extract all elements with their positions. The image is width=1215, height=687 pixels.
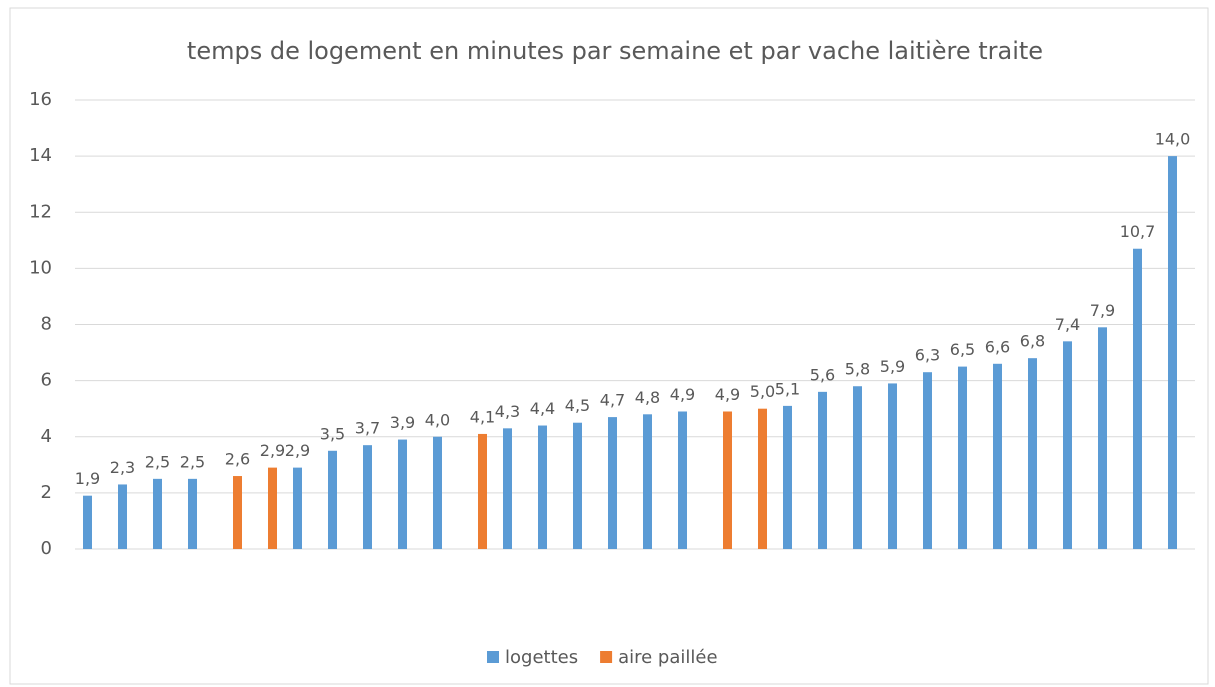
bar	[398, 439, 407, 549]
bar	[433, 436, 442, 549]
bar	[153, 478, 162, 549]
data-label: 3,5	[320, 424, 345, 443]
data-label: 4,8	[635, 388, 660, 407]
data-label: 5,0	[750, 382, 775, 401]
bar	[328, 450, 337, 549]
data-label: 7,4	[1055, 315, 1080, 334]
data-label: 4,5	[565, 396, 590, 415]
bar	[1098, 327, 1107, 549]
bar	[233, 476, 242, 549]
data-label: 5,8	[845, 360, 870, 379]
data-label: 4,7	[600, 391, 625, 410]
data-label: 6,8	[1020, 332, 1045, 351]
chart-border	[9, 7, 1209, 685]
bar	[678, 411, 687, 549]
bar	[1028, 358, 1037, 549]
bar	[923, 372, 932, 549]
data-label: 4,3	[495, 402, 520, 421]
bar	[758, 408, 767, 549]
bar	[1168, 156, 1177, 549]
y-tick-label: 8	[41, 314, 52, 335]
bar	[1063, 341, 1072, 549]
data-label: 10,7	[1120, 222, 1156, 241]
data-label: 1,9	[75, 469, 100, 488]
data-label: 7,9	[1090, 301, 1115, 320]
bar	[1133, 248, 1142, 549]
data-label: 4,0	[425, 410, 450, 429]
y-tick-label: 4	[41, 426, 52, 447]
bar	[783, 405, 792, 549]
data-label: 2,5	[145, 452, 170, 471]
bar	[723, 411, 732, 549]
data-label: 2,3	[110, 458, 135, 477]
data-label: 14,0	[1155, 130, 1191, 149]
bar	[268, 467, 277, 549]
chart-title: temps de logement en minutes par semaine…	[187, 37, 1043, 65]
y-tick-label: 14	[29, 145, 52, 166]
data-label: 6,3	[915, 346, 940, 365]
data-label: 4,9	[670, 385, 695, 404]
y-tick-label: 0	[41, 538, 52, 559]
legend-label: aire paillée	[618, 647, 717, 668]
bar	[643, 414, 652, 549]
bar	[83, 495, 92, 549]
data-label: 5,6	[810, 365, 835, 384]
y-tick-label: 2	[41, 482, 52, 503]
legend-swatch	[487, 651, 499, 663]
bar	[853, 386, 862, 549]
bar	[538, 425, 547, 549]
bar	[503, 428, 512, 549]
bar	[188, 478, 197, 549]
bar	[958, 366, 967, 549]
bar	[363, 445, 372, 549]
bar	[118, 484, 127, 549]
y-tick-label: 6	[41, 370, 52, 391]
data-label: 4,1	[470, 407, 495, 426]
data-label: 4,4	[530, 399, 555, 418]
data-label: 5,1	[775, 379, 800, 398]
data-label: 2,9	[260, 441, 285, 460]
legend-swatch	[600, 651, 613, 663]
data-label: 3,9	[390, 413, 415, 432]
bar	[993, 363, 1002, 549]
bar	[573, 422, 582, 549]
data-label: 3,7	[355, 419, 380, 438]
data-label: 5,9	[880, 357, 905, 376]
bar	[293, 467, 302, 549]
data-label: 2,9	[285, 441, 310, 460]
data-label: 4,9	[715, 385, 740, 404]
y-tick-label: 16	[29, 89, 52, 110]
y-tick-label: 10	[29, 257, 52, 278]
data-label: 2,6	[225, 450, 250, 469]
data-label: 6,6	[985, 337, 1010, 356]
legend-label: logettes	[505, 647, 578, 668]
data-label: 6,5	[950, 340, 975, 359]
bar	[818, 391, 827, 549]
bar	[478, 433, 487, 549]
data-label: 2,5	[180, 452, 205, 471]
y-tick-label: 12	[29, 201, 52, 222]
bar	[888, 383, 897, 549]
bar	[608, 417, 617, 549]
